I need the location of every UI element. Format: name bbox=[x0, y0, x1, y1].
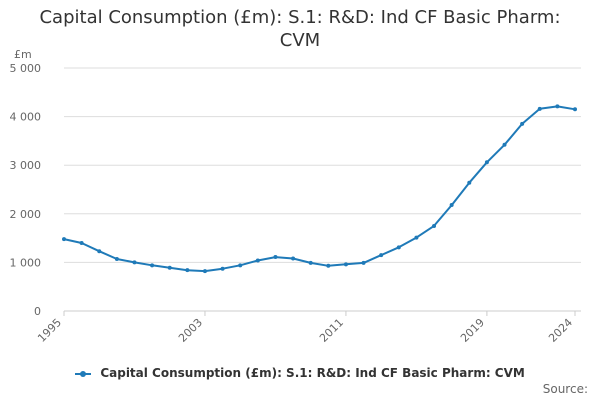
data-point[interactable] bbox=[573, 107, 577, 112]
data-point[interactable] bbox=[114, 256, 119, 261]
data-point[interactable] bbox=[167, 265, 172, 270]
data-point[interactable] bbox=[308, 260, 313, 265]
source-text: Source: bbox=[542, 382, 588, 396]
x-tick-label: 2019 bbox=[458, 316, 487, 345]
data-point[interactable] bbox=[185, 268, 190, 273]
chart-title-line-1: Capital Consumption (£m): S.1: R&D: Ind … bbox=[39, 7, 561, 28]
series-group bbox=[62, 104, 577, 274]
data-point[interactable] bbox=[291, 256, 296, 261]
y-tick-label: 0 bbox=[34, 305, 41, 318]
data-point[interactable] bbox=[273, 255, 278, 260]
x-tick-label: 2024 bbox=[546, 316, 575, 345]
gridlines bbox=[64, 67, 581, 263]
data-point[interactable] bbox=[255, 258, 260, 263]
data-point[interactable] bbox=[520, 121, 525, 126]
chart-title: Capital Consumption (£m): S.1: R&D: Ind … bbox=[0, 6, 600, 52]
x-tick-label: 2011 bbox=[317, 316, 346, 345]
data-point[interactable] bbox=[432, 223, 437, 228]
x-axis: 1995 2003 2011 2019 2024 bbox=[35, 310, 581, 345]
legend-label: Capital Consumption (£m): S.1: R&D: Ind … bbox=[100, 366, 525, 380]
y-tick-label: 5 000 bbox=[10, 62, 42, 75]
data-point[interactable] bbox=[62, 237, 66, 242]
legend[interactable]: Capital Consumption (£m): S.1: R&D: Ind … bbox=[0, 366, 600, 380]
y-tick-label: 3 000 bbox=[10, 159, 42, 172]
data-point[interactable] bbox=[396, 245, 401, 250]
y-tick-label: 2 000 bbox=[10, 208, 42, 221]
x-tick-label: 2003 bbox=[176, 316, 205, 345]
data-point[interactable] bbox=[379, 253, 384, 258]
data-point[interactable] bbox=[326, 263, 331, 268]
x-tick-label: 1995 bbox=[35, 316, 64, 345]
data-point[interactable] bbox=[502, 142, 507, 147]
series-line bbox=[63, 105, 576, 273]
data-point[interactable] bbox=[220, 266, 225, 271]
data-point[interactable] bbox=[79, 240, 84, 245]
data-point[interactable] bbox=[97, 249, 102, 254]
data-point[interactable] bbox=[202, 269, 207, 274]
data-point[interactable] bbox=[150, 263, 155, 268]
data-point[interactable] bbox=[343, 262, 348, 267]
data-point[interactable] bbox=[414, 235, 419, 240]
data-point[interactable] bbox=[467, 180, 472, 185]
data-point[interactable] bbox=[555, 104, 560, 109]
y-axis: 0 1 000 2 000 3 000 4 000 5 000 bbox=[10, 62, 42, 318]
data-point[interactable] bbox=[361, 260, 366, 265]
legend-swatch-icon bbox=[75, 370, 92, 377]
y-tick-label: 1 000 bbox=[10, 256, 42, 269]
data-point[interactable] bbox=[132, 260, 137, 265]
data-point[interactable] bbox=[238, 263, 243, 268]
y-tick-label: 4 000 bbox=[10, 111, 42, 124]
y-axis-label: £m bbox=[14, 48, 32, 61]
data-point[interactable] bbox=[537, 106, 542, 111]
chart-title-line-2: CVM bbox=[279, 30, 321, 51]
data-point[interactable] bbox=[484, 160, 489, 165]
data-point[interactable] bbox=[449, 203, 454, 208]
